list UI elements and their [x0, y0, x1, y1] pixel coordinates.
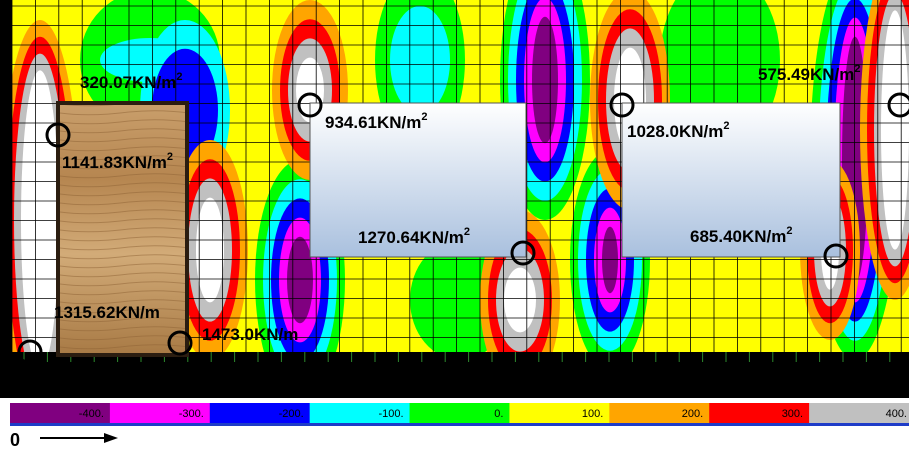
legend-underline: [10, 423, 909, 426]
glass-panel: [621, 102, 841, 258]
unit-exponent: 2: [854, 63, 860, 75]
stress-label: 575.49KN/m2: [758, 63, 861, 84]
stress-value: 1473.0KN/m: [202, 325, 298, 344]
stress-value: 1141.83KN/m: [62, 153, 167, 172]
glass-panel: [309, 102, 527, 258]
probe-marker: [167, 330, 193, 356]
contour-band: [21, 70, 59, 352]
legend-label: -400.: [79, 408, 104, 420]
legend-label: 200.: [682, 408, 703, 420]
legend-label: 100.: [582, 408, 603, 420]
stress-value: 934.61KN/m: [325, 113, 421, 132]
stress-label: 1315.62KN/m: [54, 303, 160, 322]
stress-value: 685.40KN/m: [690, 227, 786, 246]
stress-value: 1315.62KN/m: [54, 303, 160, 322]
stress-label: 934.61KN/m2: [325, 111, 428, 132]
contour-band: [504, 267, 536, 333]
unit-exponent: 2: [464, 226, 470, 238]
stress-label: 1141.83KN/m2: [62, 151, 173, 172]
stress-value: 320.07KN/m: [80, 73, 176, 92]
legend-swatch: [709, 403, 810, 423]
probe-marker: [823, 243, 849, 269]
stress-label: 685.40KN/m2: [690, 225, 793, 246]
probe-marker: [510, 240, 536, 266]
probe-marker: [17, 339, 43, 365]
legend-label: 300.: [782, 408, 803, 420]
legend-label: -300.: [179, 408, 204, 420]
legend-swatch: [10, 403, 111, 423]
legend-label: -200.: [279, 408, 304, 420]
legend-swatch: [809, 403, 909, 423]
wood-grain: [60, 105, 185, 353]
legend-swatch: [609, 403, 710, 423]
unit-exponent: 2: [421, 111, 427, 123]
contour-band: [602, 226, 618, 294]
probe-marker: [609, 92, 635, 118]
legend-swatch: [509, 403, 610, 423]
frame-left: [0, 0, 12, 398]
legend-swatch: [209, 403, 311, 423]
color-legend: -400. -300. -200. -100. 0. 100. 200. 300. 400.: [10, 403, 909, 426]
contour-band: [196, 197, 224, 303]
probe-marker: [887, 92, 909, 118]
contour-band: [881, 10, 909, 250]
legend-swatch: [409, 403, 510, 423]
stress-value: 1028.0KN/m: [627, 122, 723, 141]
legend-swatch: [109, 403, 211, 423]
probe-marker: [297, 92, 323, 118]
legend-label: 400.: [886, 408, 907, 420]
frame-bottom: [0, 352, 909, 398]
stress-label: 1028.0KN/m2: [627, 120, 730, 141]
contour-band: [287, 236, 313, 324]
unit-exponent: 2: [176, 71, 182, 83]
stress-value: 1270.64KN/m: [358, 228, 464, 247]
arrow-head: [104, 433, 118, 443]
axis-label: 0: [10, 430, 20, 450]
stress-value: 575.49KN/m: [758, 65, 854, 84]
unit-exponent: 2: [786, 225, 792, 237]
legend-label: -100.: [378, 408, 403, 420]
stress-label: 1270.64KN/m2: [358, 226, 470, 247]
unit-exponent: 2: [723, 120, 729, 132]
stress-label: 320.07KN/m2: [80, 71, 183, 92]
stress-label: 1473.0KN/m: [202, 325, 298, 344]
unit-exponent: 2: [167, 151, 173, 163]
legend-label: 0.: [494, 408, 503, 420]
contour-band: [390, 6, 450, 114]
contour-band: [532, 16, 558, 144]
legend-swatch: [309, 403, 411, 423]
probe-marker: [45, 122, 71, 148]
